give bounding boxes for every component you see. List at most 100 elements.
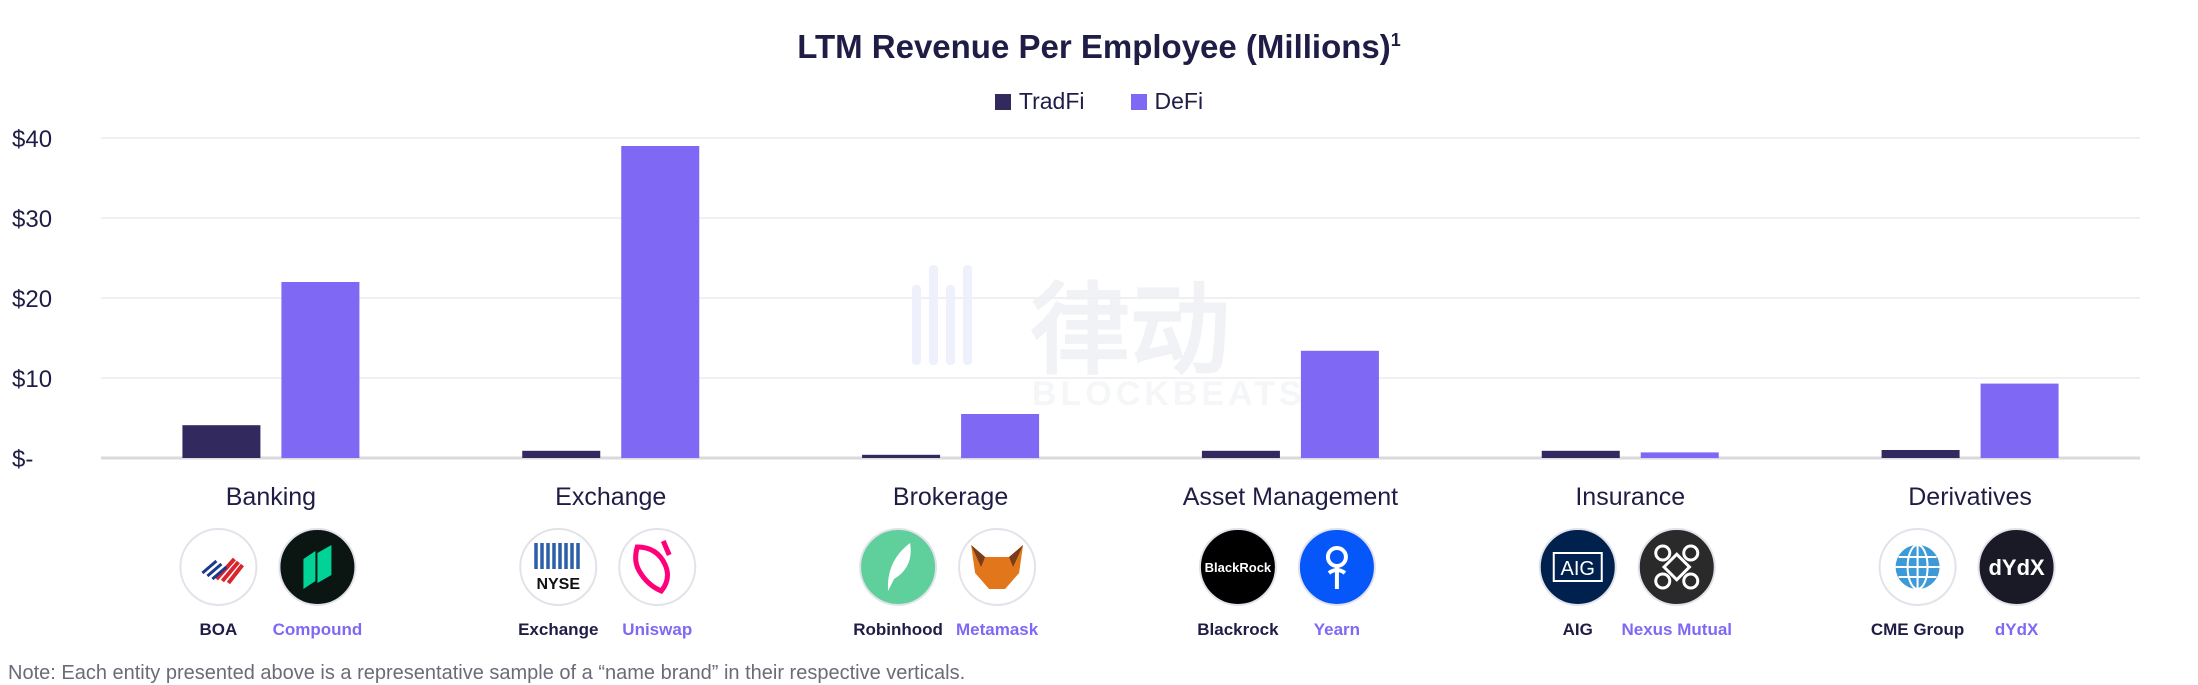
dydx-text: dYdX: [1988, 555, 2045, 580]
bar-tradfi: [522, 450, 601, 458]
entity-logo: [859, 528, 938, 606]
nyse-column: [534, 543, 538, 569]
entity-logo: dYdX: [1977, 528, 2056, 606]
watermark-bar: [946, 285, 955, 365]
bar-defi: [1640, 452, 1719, 458]
category-group: Brokerage Robinhood Metamask: [853, 414, 1040, 639]
nyse-column: [576, 543, 580, 569]
compound-shape: [303, 545, 332, 589]
entity-logo: [278, 528, 357, 606]
entity-label: Exchange: [518, 620, 598, 639]
x-tick-label: Banking: [226, 483, 316, 511]
nyse-icon: NYSE: [534, 543, 580, 593]
x-tick-label: Asset Management: [1183, 483, 1398, 511]
chart-title: LTM Revenue Per Employee (Millions)1: [0, 28, 2198, 66]
robinhood-feather-icon: [887, 543, 911, 591]
boa-stripe: [220, 560, 240, 583]
category-group: Derivatives CME Group dYdX dYdX: [1871, 383, 2059, 639]
x-tick-label: Insurance: [1575, 483, 1685, 511]
logo-circle: [1977, 528, 2056, 606]
nyse-column: [552, 543, 556, 569]
entity-logo: [1297, 528, 1376, 606]
bar-tradfi: [1881, 450, 1960, 458]
uniswap-unicorn-icon: [633, 540, 672, 595]
yearn-icon: [1325, 546, 1348, 589]
aig-icon: AIG: [1552, 552, 1603, 582]
legend-item-defi: DeFi: [1130, 88, 1204, 115]
entity-logo: AIG: [1538, 528, 1617, 606]
title-footnote: 1: [1390, 30, 1401, 50]
bar-defi: [281, 282, 360, 458]
category-group: Exchange NYSE Exchange Uniswap: [518, 146, 700, 639]
x-tick-label: Derivatives: [1908, 483, 2032, 511]
compound-icon: [303, 545, 332, 589]
entity-label: Uniswap: [622, 620, 692, 639]
legend-label-defi: DeFi: [1154, 88, 1204, 114]
entity-logo: [1878, 528, 1957, 606]
nyse-column: [564, 543, 568, 569]
entity-label: BOA: [200, 620, 238, 639]
unicorn-shape: [633, 540, 672, 595]
entity-label: Nexus Mutual: [1621, 620, 1732, 639]
boa-stripe: [226, 563, 244, 585]
entity-label: AIG: [1563, 620, 1593, 639]
boa-flag-icon: [201, 557, 244, 585]
entity-logo: [179, 528, 258, 606]
globe-meridian: [1906, 544, 1929, 590]
fox-ear: [971, 545, 1024, 567]
legend: TradFi DeFi: [0, 88, 2198, 115]
nexus-node: [1682, 544, 1700, 562]
category-group: Banking BOA Compound: [179, 282, 363, 639]
footnote: Note: Each entity presented above is a r…: [8, 662, 966, 684]
entity-label: Metamask: [956, 620, 1039, 639]
boa-stripe: [201, 559, 218, 575]
entity-label: CME Group: [1871, 620, 1965, 639]
entity-logo: [958, 528, 1037, 606]
cme-globe-icon: [1895, 544, 1940, 590]
watermark-bar: [929, 265, 938, 365]
blackrock-text: BlackRock: [1205, 560, 1272, 575]
legend-item-tradfi: TradFi: [994, 88, 1085, 115]
y-tick-label: $10: [12, 366, 52, 393]
entity-logo: NYSE: [519, 528, 598, 606]
nexus-node: [1654, 544, 1672, 562]
logo-circle: [1538, 528, 1617, 606]
bar-defi: [961, 414, 1040, 458]
legend-label-tradfi: TradFi: [1018, 88, 1085, 114]
globe-lines: [1895, 545, 1940, 589]
nyse-text: NYSE: [536, 576, 580, 593]
x-tick-label: Exchange: [555, 483, 666, 511]
category-group: Insurance AIG AIG Nexus Mutual: [1538, 450, 1732, 639]
yearn-stem: [1327, 565, 1347, 589]
x-tick-label: Brokerage: [893, 483, 1008, 511]
boa-stripe: [206, 562, 223, 578]
watermark-cn: 律动: [1030, 272, 1230, 389]
bar-defi: [621, 146, 700, 458]
boa-stripe: [211, 565, 228, 581]
nexus-mutual-icon: [1654, 544, 1700, 590]
bar-defi: [1300, 350, 1379, 458]
aig-text: AIG: [1561, 558, 1595, 580]
nyse-column: [546, 543, 550, 569]
metamask-fox-icon: [971, 545, 1024, 589]
legend-swatch-tradfi: [994, 93, 1011, 110]
bar-tradfi: [182, 425, 261, 458]
category-group: Asset Management BlackRock Blackrock Yearn: [1183, 350, 1398, 639]
bar-tradfi: [1201, 450, 1280, 458]
blackrock-icon: BlackRock: [1205, 560, 1272, 575]
entity-logo: [618, 528, 697, 606]
entity-label: Yearn: [1314, 620, 1360, 639]
legend-swatch-defi: [1130, 93, 1147, 110]
nyse-column: [540, 543, 544, 569]
feather-shape: [887, 543, 911, 591]
entity-label: dYdX: [1995, 620, 2039, 639]
entity-label: Compound: [273, 620, 363, 639]
y-tick-label: $-: [12, 446, 33, 473]
logo-circle: [1637, 528, 1716, 606]
entity-logo: [1637, 528, 1716, 606]
watermark-bar: [912, 285, 921, 365]
nyse-column: [570, 543, 574, 569]
nyse-column: [558, 543, 562, 569]
